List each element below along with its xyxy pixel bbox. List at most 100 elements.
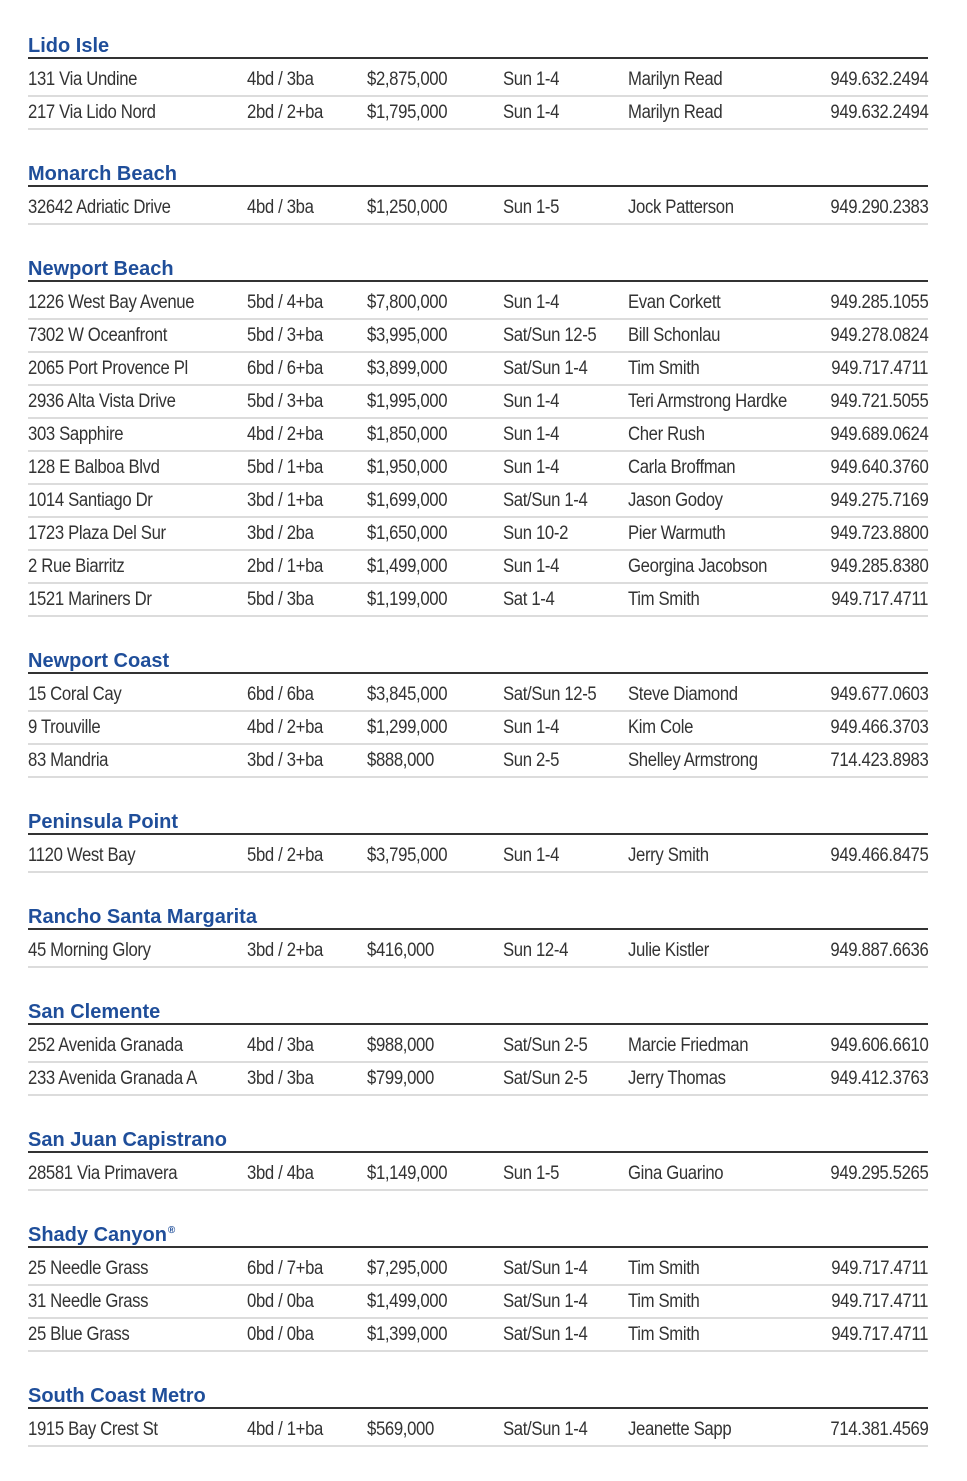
beds-baths: 3bd / 2ba (247, 523, 314, 544)
open-house-time: Sun 1-5 (503, 1163, 560, 1184)
beds-baths: 4bd / 2+ba (247, 717, 323, 738)
beds-baths: 5bd / 4+ba (247, 292, 323, 313)
open-house-time: Sat/Sun 12-5 (503, 325, 597, 346)
agent-name: Tim Smith (628, 358, 700, 379)
address: 1226 West Bay Avenue (28, 292, 195, 313)
open-house-time: Sun 1-4 (503, 391, 560, 412)
section-shady-canyon: Shady Canyon® 25 Needle Grass 6bd / 7+ba $7… (28, 1225, 928, 1352)
agent-phone: 949.723.8800 (829, 523, 928, 544)
listing-row: 83 Mandria 3bd / 3+ba $888,000 Sun 2-5 Shell… (28, 745, 928, 778)
price: $2,875,000 (367, 69, 448, 90)
beds-baths: 4bd / 1+ba (247, 1419, 323, 1440)
price: $569,000 (367, 1419, 434, 1440)
listing-row: 233 Avenida Granada A 3bd / 3ba $799,000 Sa… (28, 1063, 928, 1096)
beds-baths: 5bd / 1+ba (247, 457, 323, 478)
address: 32642 Adriatic Drive (28, 197, 171, 218)
beds-baths: 3bd / 3+ba (247, 750, 323, 771)
agent-phone: 949.606.6610 (829, 1035, 928, 1056)
section-heading: Monarch Beach (28, 164, 928, 187)
beds-baths: 5bd / 2+ba (247, 845, 323, 866)
agent-name: Georgina Jacobson (628, 556, 768, 577)
address: 2 Rue Biarritz (28, 556, 125, 577)
agent-phone: 949.632.2494 (829, 102, 928, 123)
agent-phone: 949.290.2383 (829, 197, 928, 218)
agent-name: Tim Smith (628, 1324, 700, 1345)
open-house-listings: Lido Isle 131 Via Undine 4bd / 3ba $2,875,0… (28, 36, 928, 1481)
agent-phone: 714.381.4569 (829, 1419, 928, 1440)
address: 217 Via Lido Nord (28, 102, 156, 123)
beds-baths: 5bd / 3ba (247, 589, 314, 610)
agent-phone: 949.466.3703 (829, 717, 928, 738)
address: 45 Morning Glory (28, 940, 151, 961)
listing-row: 1915 Bay Crest St 4bd / 1+ba $569,000 Sat/S… (28, 1414, 928, 1447)
agent-name: Tim Smith (628, 1258, 700, 1279)
price: $3,795,000 (367, 845, 448, 866)
listing-row: 1014 Santiago Dr 3bd / 1+ba $1,699,000 Sat/… (28, 485, 928, 518)
listing-row: 131 Via Undine 4bd / 3ba $2,875,000 Sun 1-4… (28, 64, 928, 97)
section-heading: Peninsula Point (28, 812, 928, 835)
beds-baths: 3bd / 1+ba (247, 490, 323, 511)
agent-name: Gina Guarino (628, 1163, 724, 1184)
listing-row: 45 Morning Glory 3bd / 2+ba $416,000 Sun 12… (28, 935, 928, 968)
open-house-time: Sun 10-2 (503, 523, 569, 544)
open-house-time: Sat/Sun 1-4 (503, 1291, 588, 1312)
agent-name: Teri Armstrong Hardke (628, 391, 787, 412)
listing-row: 1120 West Bay 5bd / 2+ba $3,795,000 Sun 1-4… (28, 840, 928, 873)
address: 2936 Alta Vista Drive (28, 391, 176, 412)
price: $1,650,000 (367, 523, 448, 544)
section-title: Peninsula Point (28, 811, 179, 833)
agent-name: Evan Corkett (628, 292, 721, 313)
beds-baths: 3bd / 4ba (247, 1163, 314, 1184)
agent-name: Pier Warmuth (628, 523, 726, 544)
agent-name: Steve Diamond (628, 684, 738, 705)
price: $1,699,000 (367, 490, 448, 511)
listing-row: 15 Coral Cay 6bd / 6ba $3,845,000 Sat/Sun 1… (28, 679, 928, 712)
listing-row: 9 Trouville 4bd / 2+ba $1,299,000 Sun 1-4 Ki… (28, 712, 928, 745)
address: 131 Via Undine (28, 69, 138, 90)
agent-phone: 949.887.6636 (829, 940, 928, 961)
price: $1,950,000 (367, 457, 448, 478)
open-house-time: Sat/Sun 2-5 (503, 1068, 588, 1089)
address: 25 Needle Grass (28, 1258, 149, 1279)
section-newport-coast: Newport Coast 15 Coral Cay 6bd / 6ba $3,845… (28, 651, 928, 778)
price: $988,000 (367, 1035, 434, 1056)
beds-baths: 6bd / 6+ba (247, 358, 323, 379)
beds-baths: 5bd / 3+ba (247, 391, 323, 412)
agent-phone: 949.466.8475 (829, 845, 928, 866)
price: $7,800,000 (367, 292, 448, 313)
price: $1,499,000 (367, 1291, 448, 1312)
open-house-time: Sun 1-4 (503, 556, 560, 577)
agent-phone: 949.689.0624 (829, 424, 928, 445)
beds-baths: 4bd / 3ba (247, 69, 314, 90)
open-house-time: Sun 1-4 (503, 424, 560, 445)
section-heading: Shady Canyon® (28, 1225, 928, 1248)
address: 128 E Balboa Blvd (28, 457, 160, 478)
price: $1,299,000 (367, 717, 448, 738)
open-house-time: Sun 12-4 (503, 940, 569, 961)
price: $799,000 (367, 1068, 434, 1089)
address: 303 Sapphire (28, 424, 124, 445)
agent-name: Julie Kistler (628, 940, 709, 961)
address: 7302 W Oceanfront (28, 325, 168, 346)
section-south-coast-metro: South Coast Metro 1915 Bay Crest St 4bd / … (28, 1386, 928, 1447)
registered-mark: ® (167, 1225, 176, 1236)
open-house-time: Sat/Sun 2-5 (503, 1035, 588, 1056)
agent-name: Jerry Smith (628, 845, 709, 866)
agent-phone: 949.717.4711 (831, 358, 928, 379)
listing-row: 32642 Adriatic Drive 4bd / 3ba $1,250,000 S… (28, 192, 928, 225)
listing-row: 217 Via Lido Nord 2bd / 2+ba $1,795,000 Sun… (28, 97, 928, 130)
beds-baths: 0bd / 0ba (247, 1291, 314, 1312)
agent-name: Marcie Friedman (628, 1035, 749, 1056)
address: 1723 Plaza Del Sur (28, 523, 166, 544)
address: 15 Coral Cay (28, 684, 122, 705)
open-house-time: Sun 1-4 (503, 845, 560, 866)
address: 2065 Port Provence Pl (28, 358, 188, 379)
section-heading: Lido Isle (28, 36, 928, 59)
address: 1915 Bay Crest St (28, 1419, 158, 1440)
price: $1,850,000 (367, 424, 448, 445)
beds-baths: 2bd / 2+ba (247, 102, 323, 123)
section-heading: Newport Beach (28, 259, 928, 282)
agent-name: Jerry Thomas (628, 1068, 726, 1089)
agent-name: Bill Schonlau (628, 325, 721, 346)
listing-row: 7302 W Oceanfront 5bd / 3+ba $3,995,000 Sat… (28, 320, 928, 353)
